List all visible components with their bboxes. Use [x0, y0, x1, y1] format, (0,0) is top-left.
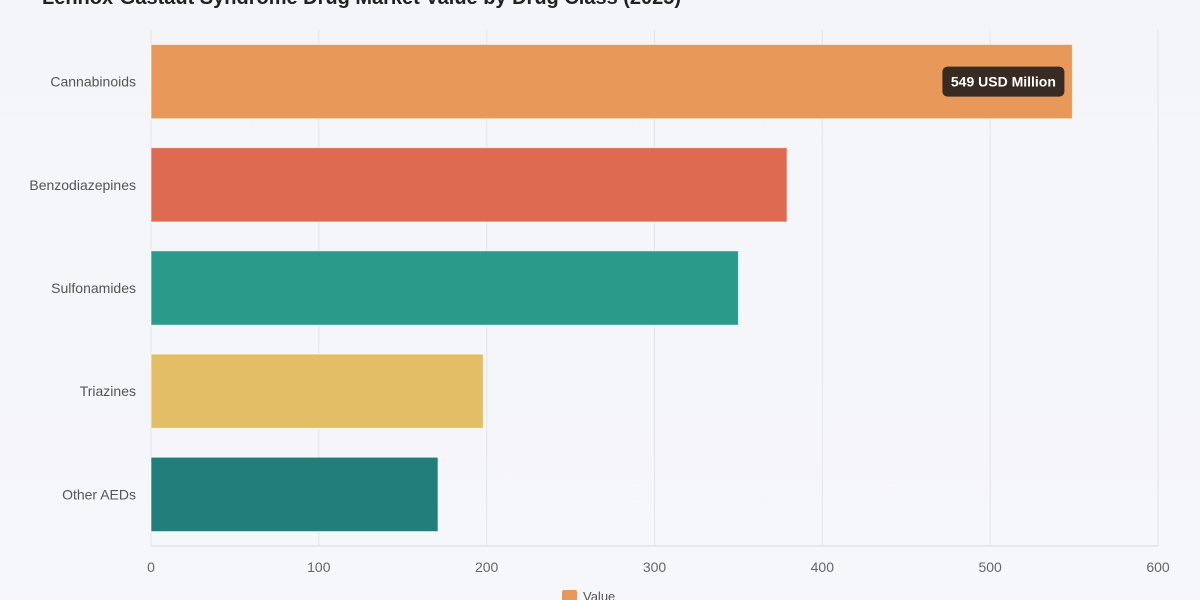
tooltip-box — [942, 66, 1065, 97]
category-label: Triazines — [80, 383, 136, 399]
bar-benzodiazepines[interactable] — [150, 147, 788, 223]
tooltip-text: 549 USD Million — [951, 74, 1056, 90]
x-tick-label: 0 — [147, 559, 155, 575]
category-labels: Cannabinoids Benzodiazepines Sulfonamides T… — [29, 74, 136, 503]
chart-title: Lennox-Gastaut Syndrome Drug Market Valu… — [42, 0, 681, 9]
x-axis-ticks: 0 100 200 300 400 500 600 — [147, 559, 1170, 575]
bar-cannabinoids[interactable] — [150, 43, 1073, 120]
x-tick-label: 600 — [1146, 559, 1170, 575]
category-label: Cannabinoids — [50, 74, 136, 90]
x-tick-label: 400 — [811, 559, 835, 575]
x-tick-label: 500 — [978, 559, 1002, 575]
x-tick-label: 200 — [475, 559, 499, 575]
x-tick-label: 100 — [307, 559, 331, 575]
category-label: Sulfonamides — [51, 280, 136, 296]
legend-swatch — [562, 590, 577, 600]
category-label: Benzodiazepines — [29, 177, 136, 193]
category-label: Other AEDs — [62, 486, 136, 502]
x-tick-label: 300 — [643, 559, 667, 575]
bar-sulfonamides[interactable] — [150, 250, 739, 326]
bars — [150, 43, 1073, 533]
legend: Value — [562, 589, 615, 600]
bar-other-aeds[interactable] — [150, 456, 439, 533]
legend-label[interactable]: Value — [583, 589, 615, 600]
bar-triazines[interactable] — [150, 353, 484, 429]
tooltip: 549 USD Million — [942, 66, 1065, 97]
